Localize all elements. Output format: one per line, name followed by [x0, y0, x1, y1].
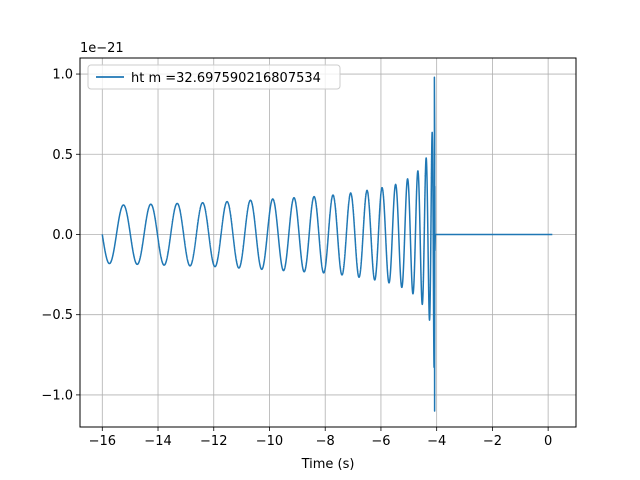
series-line-ht: [101, 76, 553, 412]
legend-label: ht m =32.697590216807534: [131, 71, 321, 86]
x-tick-label: −10: [256, 434, 283, 449]
series-layer: [101, 76, 553, 412]
axis-ticks: −16 −14 −12 −10 −8 −6 −4 −2 0 −1.0 −0.5 0.0 0.5 1.0: [41, 68, 552, 449]
x-tick-label: −14: [144, 434, 171, 449]
legend: ht m =32.697590216807534: [87, 64, 341, 90]
y-offset-text: 1e−21: [80, 41, 124, 56]
x-tick-label: −2: [483, 434, 502, 449]
x-tick-label: 0: [544, 434, 552, 449]
legend-box: [87, 64, 341, 90]
y-tick-label: 1.0: [52, 68, 73, 83]
x-tick-label: −8: [316, 434, 335, 449]
x-tick-label: −12: [200, 434, 227, 449]
y-tick-label: −0.5: [41, 308, 73, 323]
plot-frame: [79, 57, 577, 428]
y-tick-label: 0.0: [52, 228, 73, 243]
x-tick-label: −4: [427, 434, 446, 449]
x-tick-label: −16: [89, 434, 116, 449]
x-tick-label: −6: [371, 434, 390, 449]
x-axis-label: Time (s): [301, 457, 355, 472]
y-tick-label: 0.5: [52, 148, 73, 163]
y-tick-label: −1.0: [41, 388, 73, 403]
